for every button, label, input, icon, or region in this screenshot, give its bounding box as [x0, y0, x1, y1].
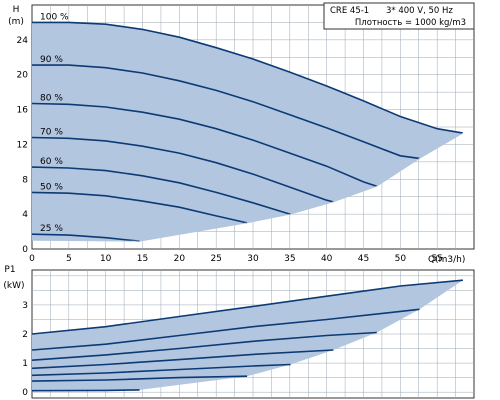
- head-y-tick: 24: [17, 36, 29, 46]
- head-curve-90: [32, 64, 420, 160]
- head-y-tick: 4: [22, 210, 28, 220]
- pump-model: CRE 45-1: [330, 6, 369, 16]
- pump-supply: 3* 400 V, 50 Hz: [386, 6, 453, 16]
- power-y-tick: 0: [22, 388, 28, 398]
- power-curve-50: [31, 375, 248, 382]
- head-y-tick: 16: [17, 106, 29, 116]
- power-y-tick: 3: [22, 301, 28, 311]
- flow-x-tick: 35: [284, 254, 295, 264]
- power-curve-80: [31, 331, 377, 361]
- head-y-tick: 20: [17, 71, 29, 81]
- flow-axis-label: Q(m3/h): [428, 255, 465, 265]
- flow-x-tick: 5: [66, 254, 72, 264]
- info-box: CRE 45-1 3* 400 V, 50 Hz Плотность = 100…: [323, 2, 475, 30]
- flow-x-tick: 0: [29, 254, 35, 264]
- flow-x-tick: 10: [100, 254, 112, 264]
- flow-x-tick-labels: 0 5 10 15 20 25 30 35 40 45 50 55: [29, 254, 443, 264]
- head-flow-chart: 100 % 90 % 80 % 70 % 60 % 50 % 25 % 0 4 8 12 16 20 2…: [8, 2, 475, 265]
- head-axis-unit: (m): [8, 17, 24, 27]
- head-curve-label-100: 100 %: [40, 12, 69, 22]
- info-box-frame: [323, 2, 475, 30]
- flow-x-tick: 45: [358, 254, 369, 264]
- power-curve-70: [31, 349, 334, 370]
- power-y-tick: 1: [22, 359, 28, 369]
- power-curve-100: [31, 279, 463, 335]
- head-curve-50: [31, 191, 248, 224]
- flow-x-tick: 55: [431, 254, 442, 264]
- power-y-tick-labels: 0 1 2 3: [22, 301, 28, 398]
- head-curve-label-60: 60 %: [40, 157, 63, 167]
- flow-x-tick: 25: [210, 254, 221, 264]
- head-curve-70: [31, 136, 334, 203]
- head-y-tick: 8: [22, 175, 28, 185]
- head-curve-label-70: 70 %: [40, 127, 63, 137]
- head-curves: [31, 21, 464, 242]
- power-curve-25: [31, 389, 140, 392]
- power-curves: [31, 279, 463, 392]
- head-curve-label-90: 90 %: [40, 55, 63, 65]
- head-curve-label-50: 50 %: [40, 182, 63, 192]
- power-operating-area: [32, 280, 463, 391]
- head-y-tick: 12: [17, 140, 28, 150]
- flow-x-tick: 40: [321, 254, 333, 264]
- flow-x-tick: 50: [395, 254, 407, 264]
- power-axis-unit: (kW): [3, 281, 24, 291]
- liquid-density: Плотность = 1000 kg/m3: [355, 18, 466, 28]
- head-operating-area: [32, 22, 463, 242]
- power-axis-label: P1: [4, 265, 15, 275]
- power-curve-60: [31, 363, 291, 377]
- flow-x-tick: 20: [174, 254, 186, 264]
- head-curve-100: [32, 21, 464, 134]
- head-curve-25: [31, 233, 140, 242]
- head-curve-label-80: 80 %: [40, 93, 63, 103]
- head-curve-60: [31, 166, 291, 215]
- head-limit-line: [31, 132, 464, 242]
- head-curve-80: [31, 102, 378, 188]
- head-axis-label: H: [13, 5, 20, 15]
- head-curve-label-25: 25 %: [40, 224, 63, 234]
- head-curve-labels: 100 % 90 % 80 % 70 % 60 % 50 % 25 %: [40, 12, 69, 234]
- flow-x-tick: 15: [137, 254, 148, 264]
- head-y-tick: 0: [22, 245, 28, 255]
- power-curve-90: [31, 308, 420, 351]
- flow-x-tick: 30: [247, 254, 259, 264]
- head-y-tick-labels: 0 4 8 12 16 20 24: [17, 36, 29, 255]
- power-flow-chart: 0 1 2 3 P1 (kW): [3, 265, 475, 399]
- power-y-tick: 2: [22, 330, 28, 340]
